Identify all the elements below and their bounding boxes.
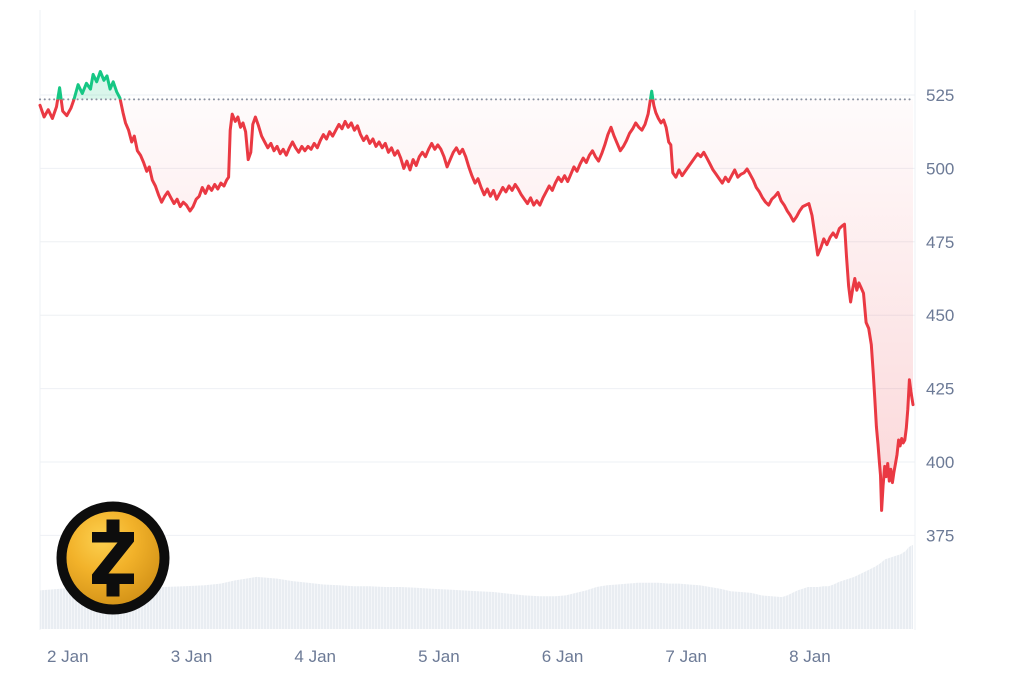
y-axis-label: 500 <box>926 159 954 178</box>
y-axis: 525 500 475 450 425 400 375 <box>926 86 954 545</box>
y-axis-label: 400 <box>926 453 954 472</box>
x-axis-label: 3 Jan <box>171 647 213 666</box>
y-axis-label: 525 <box>926 86 954 105</box>
x-axis-label: 2 Jan <box>47 647 89 666</box>
y-axis-label: 450 <box>926 306 954 325</box>
x-axis-label: 7 Jan <box>665 647 707 666</box>
zcash-coin-icon <box>56 501 170 615</box>
loss-fill-area <box>40 99 913 511</box>
y-axis-label: 425 <box>926 380 954 399</box>
x-axis-label: 8 Jan <box>789 647 831 666</box>
x-axis: 2 Jan 3 Jan 4 Jan 5 Jan 6 Jan 7 Jan 8 Jan <box>47 647 831 666</box>
zcash-z-glyph <box>92 519 134 597</box>
y-axis-label: 375 <box>926 526 954 545</box>
x-axis-label: 5 Jan <box>418 647 460 666</box>
y-axis-label: 475 <box>926 233 954 252</box>
volume-area <box>40 545 913 629</box>
price-line-down <box>38 99 915 512</box>
x-axis-label: 6 Jan <box>542 647 584 666</box>
x-axis-label: 4 Jan <box>294 647 336 666</box>
